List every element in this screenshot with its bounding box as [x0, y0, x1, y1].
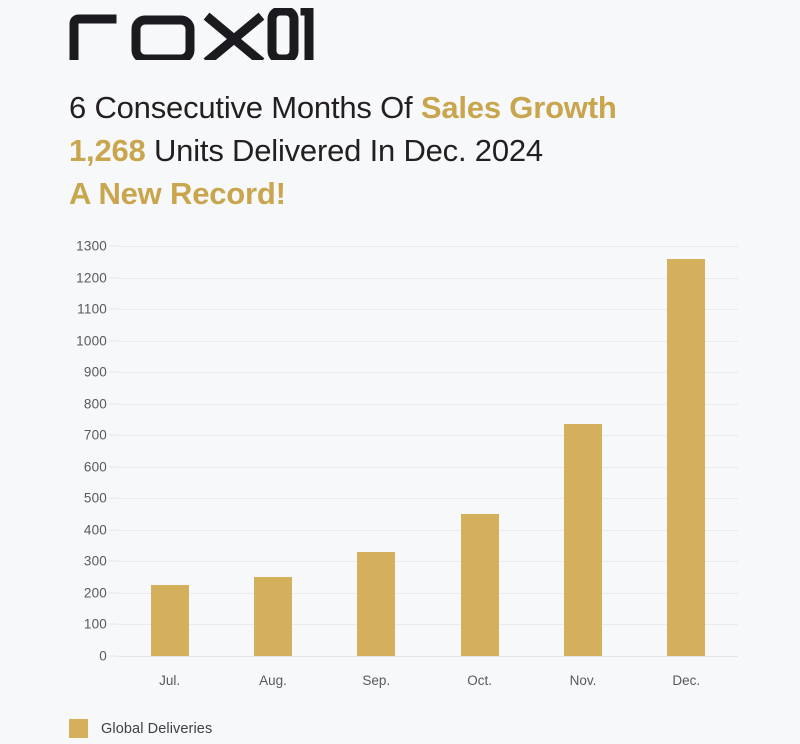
- gridline-300: [118, 561, 738, 563]
- ytick-stub-700: [109, 434, 118, 436]
- xtick-label-dec: Dec.: [672, 673, 701, 688]
- chart-legend: Global Deliveries: [69, 719, 212, 738]
- headline-line-1-accent: Sales Growth: [420, 90, 617, 125]
- ytick-stub-900: [109, 371, 118, 373]
- headline-line-2-rest: Units Delivered In Dec. 2024: [145, 133, 543, 168]
- gridline-200: [118, 592, 738, 594]
- bar-slot: Sep.: [325, 246, 428, 688]
- xtick-label-sep: Sep.: [362, 673, 391, 688]
- brand-logo: [68, 4, 314, 64]
- ytick-label-1000: 1000: [76, 333, 107, 349]
- gridline-400: [118, 529, 738, 531]
- bar-oct[interactable]: [460, 514, 499, 656]
- deliveries-bar-chart: 0 100 200 300 400 500 600 700 800 900 1000 1100 1200…: [0, 228, 800, 688]
- headline: 6 Consecutive Months Of Sales Growth 1,2…: [69, 86, 769, 215]
- bar-slot: Aug.: [221, 246, 324, 688]
- bar-aug[interactable]: [253, 577, 292, 656]
- gridline-1300: [118, 246, 738, 247]
- gridline-1100: [118, 309, 738, 311]
- chart-bars: Jul. Aug. Sep. Oct. Nov. Dec.: [118, 246, 738, 688]
- bar-slot: Jul.: [118, 246, 221, 688]
- ytick-label-1100: 1100: [77, 301, 107, 317]
- ytick-stub-1300: [109, 245, 118, 247]
- gridline-900: [118, 372, 738, 374]
- rox-01-logo-icon: [69, 8, 314, 60]
- bar-dec[interactable]: [667, 258, 706, 656]
- gridline-800: [118, 403, 738, 405]
- bar-jul[interactable]: [150, 585, 189, 656]
- legend-label-global-deliveries: Global Deliveries: [101, 720, 213, 737]
- ytick-label-600: 600: [83, 459, 107, 475]
- gridline-500: [118, 498, 738, 500]
- headline-line-1-prefix: 6 Consecutive Months Of: [69, 90, 421, 125]
- ytick-label-500: 500: [83, 490, 107, 506]
- ytick-label-400: 400: [83, 522, 107, 538]
- ytick-label-1300: 1300: [76, 238, 107, 254]
- gridline-0: [118, 656, 738, 657]
- headline-line-2-accent: 1,268: [69, 133, 146, 168]
- ytick-stub-1200: [109, 277, 118, 279]
- bar-slot: Dec.: [635, 246, 738, 688]
- headline-line-3: A New Record!: [69, 172, 769, 215]
- xtick-label-nov: Nov.: [569, 673, 597, 688]
- bar-slot: Nov.: [531, 246, 634, 688]
- bar-nov[interactable]: [563, 424, 602, 656]
- ytick-label-300: 300: [83, 553, 107, 569]
- ytick-label-100: 100: [83, 616, 107, 632]
- gridline-1200: [118, 277, 738, 279]
- ytick-stub-400: [109, 529, 118, 531]
- ytick-stub-200: [109, 592, 118, 594]
- headline-line-1: 6 Consecutive Months Of Sales Growth: [69, 86, 769, 129]
- ytick-stub-1100: [109, 308, 118, 310]
- gridline-600: [118, 466, 738, 468]
- ytick-label-0: 0: [99, 648, 107, 664]
- ytick-label-1200: 1200: [76, 270, 107, 286]
- headline-line-2: 1,268 Units Delivered In Dec. 2024: [69, 129, 769, 172]
- xtick-label-aug: Aug.: [259, 673, 287, 688]
- ytick-stub-1000: [109, 340, 118, 342]
- ytick-stub-300: [109, 560, 118, 562]
- chart-plot-area: 0 100 200 300 400 500 600 700 800 900 1000 1100 1200…: [76, 239, 738, 688]
- legend-swatch-global-deliveries: [69, 719, 88, 738]
- ytick-stub-0: [109, 655, 118, 657]
- gridline-700: [118, 435, 738, 437]
- bar-slot: Oct.: [428, 246, 531, 688]
- ytick-label-900: 900: [83, 364, 107, 380]
- ytick-label-200: 200: [83, 585, 107, 601]
- bar-sep[interactable]: [357, 551, 396, 656]
- ytick-stub-500: [109, 497, 118, 499]
- gridline-1000: [118, 340, 738, 342]
- ytick-label-700: 700: [83, 427, 107, 443]
- xtick-label-oct: Oct.: [467, 673, 493, 688]
- gridline-100: [118, 624, 738, 626]
- headline-line-3-accent: A New Record!: [69, 176, 286, 211]
- ytick-label-800: 800: [83, 396, 107, 412]
- xtick-label-jul: Jul.: [159, 673, 181, 688]
- ytick-stub-800: [109, 403, 118, 405]
- ytick-stub-100: [109, 623, 118, 625]
- ytick-stub-600: [109, 466, 118, 468]
